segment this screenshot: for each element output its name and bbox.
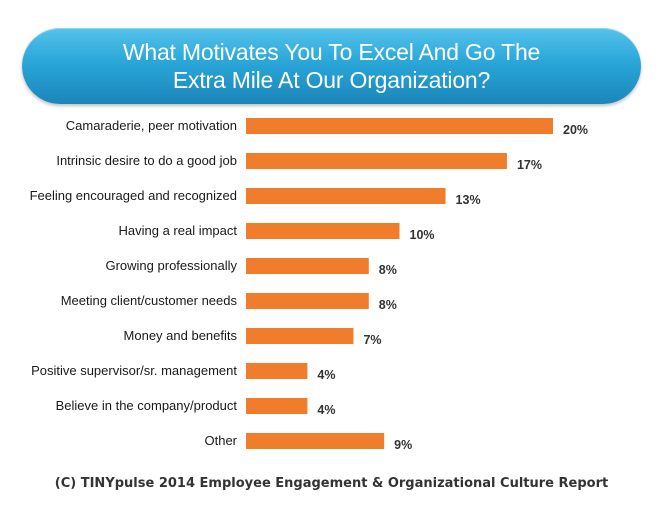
category-label: Meeting client/customer needs bbox=[61, 293, 238, 308]
category-label: Camaraderie, peer motivation bbox=[66, 118, 237, 133]
title-banner: What Motivates You To Excel And Go The E… bbox=[22, 28, 641, 104]
value-label: 8% bbox=[379, 263, 397, 277]
category-label: Other bbox=[204, 433, 237, 448]
category-label: Growing professionally bbox=[105, 258, 237, 273]
value-label: 20% bbox=[563, 123, 588, 137]
bar bbox=[246, 153, 507, 169]
value-label: 8% bbox=[379, 298, 397, 312]
value-label: 13% bbox=[456, 193, 481, 207]
bar bbox=[246, 258, 369, 274]
category-label: Believe in the company/product bbox=[56, 398, 238, 413]
chart-title: What Motivates You To Excel And Go The E… bbox=[122, 39, 541, 93]
value-label: 4% bbox=[317, 368, 335, 382]
bar bbox=[246, 118, 553, 134]
value-label: 9% bbox=[394, 438, 412, 452]
value-label: 4% bbox=[317, 403, 335, 417]
value-label: 17% bbox=[517, 158, 542, 172]
category-label: Positive supervisor/sr. management bbox=[31, 363, 237, 378]
value-label: 7% bbox=[363, 333, 381, 347]
bar bbox=[246, 328, 354, 344]
category-label: Feeling encouraged and recognized bbox=[30, 188, 237, 203]
copyright-footer: (C) TINYpulse 2014 Employee Engagement &… bbox=[54, 476, 609, 491]
category-label: Having a real impact bbox=[119, 223, 238, 238]
bar bbox=[246, 398, 308, 414]
bar bbox=[246, 363, 308, 379]
bar bbox=[246, 188, 446, 204]
category-label: Money and benefits bbox=[124, 328, 238, 343]
bar bbox=[246, 433, 385, 449]
category-label: Intrinsic desire to do a good job bbox=[56, 153, 237, 168]
bar bbox=[246, 223, 400, 239]
value-label: 10% bbox=[410, 228, 435, 242]
bar bbox=[246, 293, 369, 309]
